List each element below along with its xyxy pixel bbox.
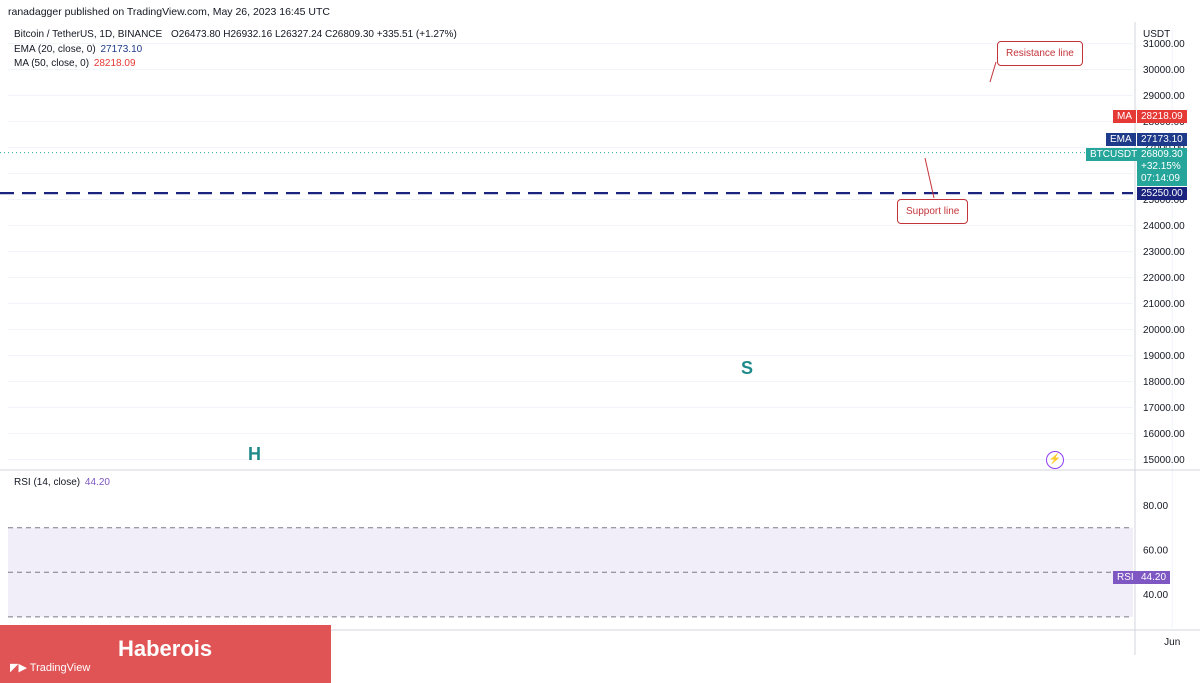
price-tick-label: 31000.00 [1143, 39, 1185, 50]
head-shoulders-s-label: S [741, 358, 754, 378]
ema-legend[interactable]: EMA (20, close, 0) 27173.10 [14, 44, 142, 55]
ema-value: 27173.10 [100, 44, 143, 55]
last-price-value: 26809.30 [1141, 149, 1183, 160]
ema-axis-value: 27173.10 [1137, 133, 1187, 146]
last-price-symbol: BTCUSDT [1086, 148, 1142, 161]
ma-label: MA (50, close, 0) [14, 58, 90, 69]
price-tick-label: 19000.00 [1143, 351, 1185, 362]
head-shoulders-h-label: H [248, 444, 261, 464]
time-tick-label: Jun [1164, 637, 1180, 648]
watermark-banner: Haberois ◤▶ TradingView [0, 625, 331, 683]
price-tick-label: 25000.00 [1143, 195, 1185, 206]
banner-name: Haberois [118, 636, 213, 661]
ohlc-values: O26473.80 H26932.16 L26327.24 C26809.30 … [170, 29, 457, 40]
price-tick-label: 30000.00 [1143, 65, 1185, 76]
bar-countdown: 07:14:09 [1141, 173, 1180, 184]
rsi-axis-value: 44.20 [1137, 571, 1171, 584]
price-tick-label: 24000.00 [1143, 221, 1185, 232]
rsi-legend[interactable]: RSI (14, close) 44.20 [14, 477, 110, 488]
rsi-tick-label: 60.00 [1143, 546, 1168, 557]
price-tick-label: 21000.00 [1143, 299, 1185, 310]
level-axis-value: 25250.00 [1137, 187, 1187, 200]
last-price-box: 26809.30 +32.15% 07:14:09 [1137, 148, 1187, 186]
price-tick-label: 23000.00 [1143, 247, 1185, 258]
price-tick-label: 15000.00 [1143, 455, 1185, 466]
rsi-tick-label: 40.00 [1143, 590, 1168, 601]
ma-axis-tag: MA [1113, 110, 1136, 123]
rsi-axis-tag: RSI [1113, 571, 1138, 584]
price-tick-label: 16000.00 [1143, 429, 1185, 440]
price-tick-label: 29000.00 [1143, 91, 1185, 102]
lightning-icon[interactable]: ⚡ [1046, 451, 1064, 469]
symbol-legend[interactable]: Bitcoin / TetherUS, 1D, BINANCE O26473.8… [14, 29, 457, 40]
price-tick-label: 20000.00 [1143, 325, 1185, 336]
price-tick-label: 17000.00 [1143, 403, 1185, 414]
price-tick-label: 22000.00 [1143, 273, 1185, 284]
ma-value: 28218.09 [93, 58, 136, 69]
tradingview-logo: ◤▶ TradingView [10, 662, 91, 674]
ema-label: EMA (20, close, 0) [14, 44, 96, 55]
support-line-label: Support line [897, 199, 969, 224]
ma-legend[interactable]: MA (50, close, 0) 28218.09 [14, 58, 136, 69]
rsi-band [8, 527, 1133, 618]
resistance-line-label: Resistance line [997, 41, 1083, 66]
logo-icon: ◤▶ [10, 662, 30, 674]
price-axis-unit: USDT [1143, 29, 1170, 40]
symbol-title: Bitcoin / TetherUS, 1D, BINANCE [14, 29, 163, 40]
resistance-pointer [989, 61, 997, 83]
rsi-value: 44.20 [84, 477, 110, 488]
indicator-lines [0, 61, 1133, 199]
support-pointer [924, 157, 935, 199]
rsi-label: RSI (14, close) [14, 477, 81, 488]
grid [8, 28, 1173, 628]
price-tick-label: 18000.00 [1143, 377, 1185, 388]
last-price-change: +32.15% [1141, 161, 1181, 172]
ma-axis-value: 28218.09 [1137, 110, 1187, 123]
ema-axis-tag: EMA [1106, 133, 1136, 146]
publish-line: ranadagger published on TradingView.com,… [8, 6, 331, 18]
rsi-tick-label: 80.00 [1143, 501, 1168, 512]
